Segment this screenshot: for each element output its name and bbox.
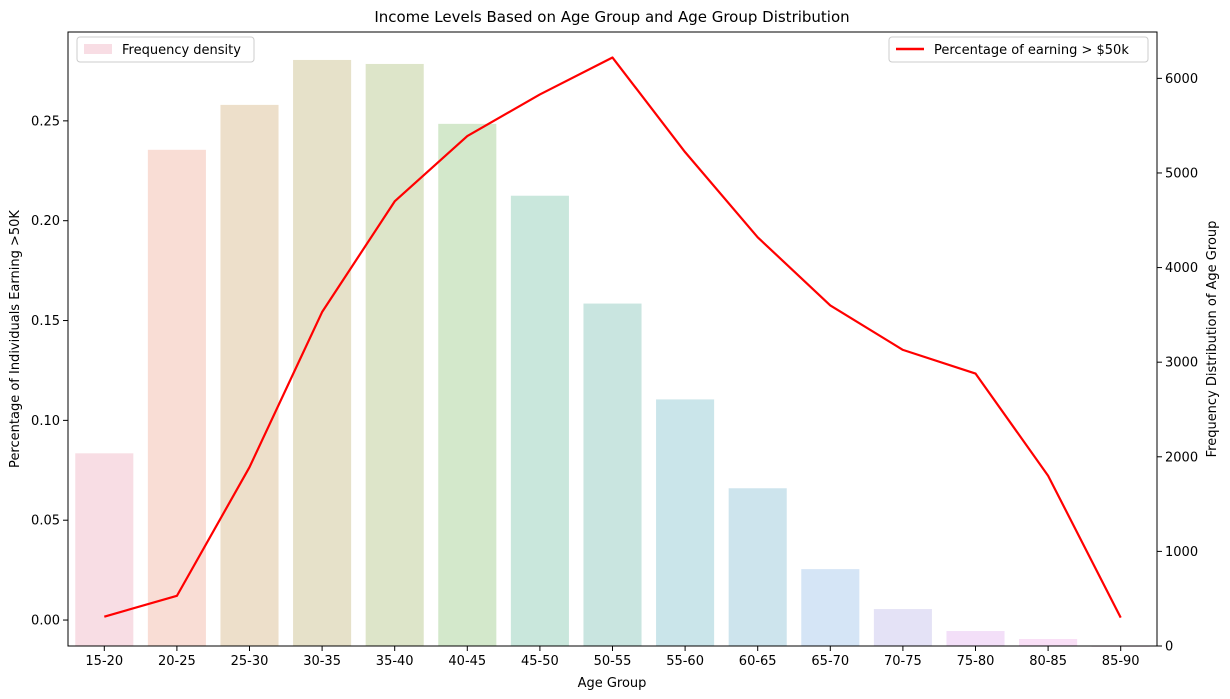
right-y-tick-label: 2000 bbox=[1165, 450, 1198, 465]
right-y-tick-label: 4000 bbox=[1165, 261, 1198, 276]
right-y-axis-title: Frequency Distribution of Age Group bbox=[1205, 221, 1220, 458]
x-tick-label: 70-75 bbox=[884, 654, 922, 669]
bar-50-55 bbox=[583, 303, 642, 646]
bar-15-20 bbox=[75, 453, 134, 646]
bar-80-85 bbox=[1019, 639, 1078, 646]
x-tick-label: 85-90 bbox=[1102, 654, 1140, 669]
bar-60-65 bbox=[728, 488, 787, 646]
legend-left-swatch bbox=[84, 44, 112, 54]
x-axis-title: Age Group bbox=[578, 676, 647, 691]
right-y-tick-label: 0 bbox=[1165, 640, 1173, 655]
x-tick-label: 35-40 bbox=[376, 654, 414, 669]
x-tick-label: 30-35 bbox=[303, 654, 341, 669]
x-tick-label: 15-20 bbox=[85, 654, 123, 669]
chart-title: Income Levels Based on Age Group and Age… bbox=[374, 8, 849, 26]
bar-45-50 bbox=[510, 195, 569, 646]
x-tick-label: 60-65 bbox=[739, 654, 777, 669]
x-tick-label: 45-50 bbox=[521, 654, 559, 669]
bar-55-60 bbox=[656, 399, 715, 646]
left-y-axis-title: Percentage of Individuals Earning >50K bbox=[8, 210, 23, 468]
legend-left-box bbox=[76, 36, 255, 63]
x-tick-label: 20-25 bbox=[158, 654, 196, 669]
left-y-tick-label: 0.05 bbox=[31, 514, 60, 529]
earning-line bbox=[103, 56, 1122, 619]
right-y-tick-label: 3000 bbox=[1165, 356, 1198, 371]
x-tick-label: 40-45 bbox=[448, 654, 486, 669]
x-tick-label: 75-80 bbox=[957, 654, 995, 669]
legend-right: Percentage of earning > $50k bbox=[888, 36, 1149, 63]
right-y-tick-label: 5000 bbox=[1165, 166, 1198, 181]
x-tick-label: 50-55 bbox=[594, 654, 632, 669]
x-tick-label: 80-85 bbox=[1029, 654, 1067, 669]
bar-35-40 bbox=[365, 63, 424, 646]
x-tick-label: 65-70 bbox=[811, 654, 849, 669]
x-tick-label: 55-60 bbox=[666, 654, 704, 669]
right-y-axis-ticks: 0 1000 2000 3000 4000 5000 6000 bbox=[1157, 72, 1198, 655]
bar-65-70 bbox=[801, 569, 860, 646]
bar-70-75 bbox=[873, 609, 932, 646]
legend-right-box bbox=[888, 36, 1149, 63]
left-y-tick-label: 0.25 bbox=[31, 114, 60, 129]
legend-right-label: Percentage of earning > $50k bbox=[934, 43, 1129, 58]
x-tick-label: 25-30 bbox=[231, 654, 269, 669]
bar-25-30 bbox=[220, 104, 279, 647]
legend-left: Frequency density bbox=[76, 36, 255, 63]
left-y-axis-ticks: 0.00 0.05 0.10 0.15 0.20 0.25 bbox=[31, 114, 68, 629]
left-y-tick-label: 0.20 bbox=[31, 214, 60, 229]
right-y-tick-label: 6000 bbox=[1165, 72, 1198, 87]
bar-40-45 bbox=[438, 123, 497, 646]
line-series bbox=[103, 56, 1122, 619]
left-y-tick-label: 0.15 bbox=[31, 314, 60, 329]
right-y-tick-label: 1000 bbox=[1165, 545, 1198, 560]
x-axis-ticks: 15-20 20-25 25-30 30-35 35-40 40-45 45-50 50-55… bbox=[85, 646, 1140, 669]
bar-75-80 bbox=[946, 631, 1005, 646]
left-y-tick-label: 0.00 bbox=[31, 614, 60, 629]
left-y-tick-label: 0.10 bbox=[31, 414, 60, 429]
bar-20-25 bbox=[147, 149, 206, 646]
legend-left-label: Frequency density bbox=[122, 43, 241, 58]
